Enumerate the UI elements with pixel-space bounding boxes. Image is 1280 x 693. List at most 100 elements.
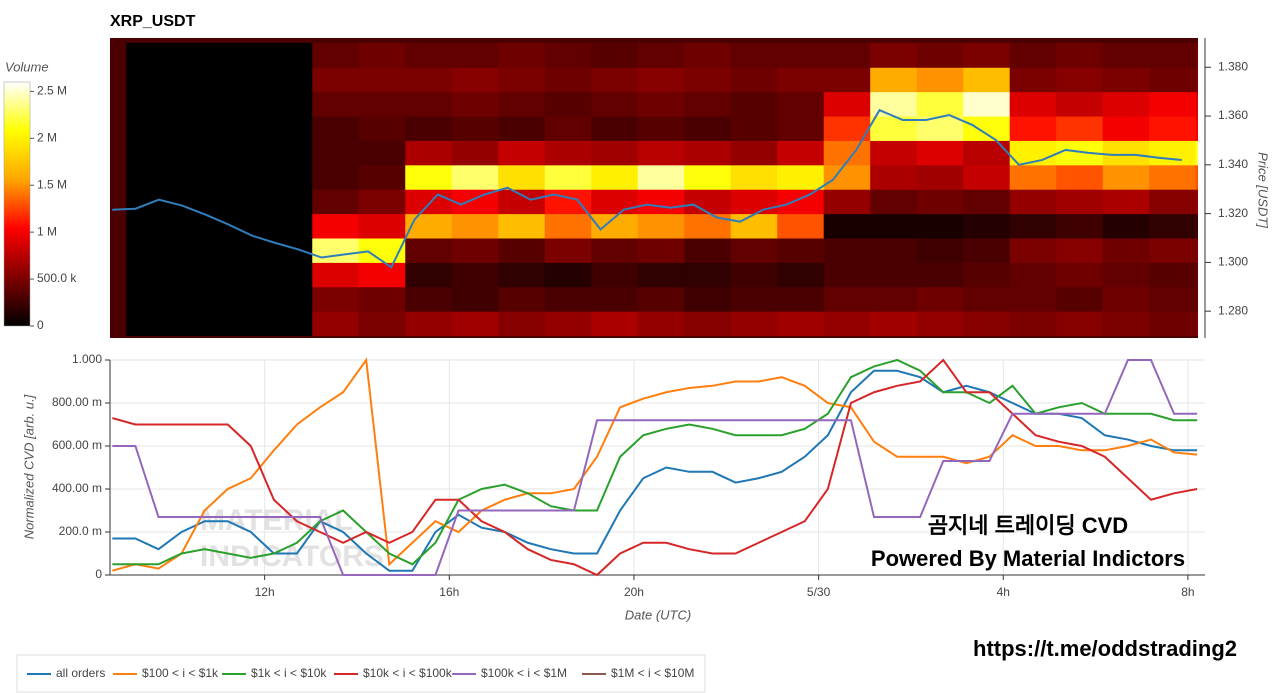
heatmap-cell: [312, 311, 360, 337]
heatmap-cell: [451, 140, 499, 166]
heatmap-cell: [1009, 238, 1057, 263]
heatmap-cell: [777, 286, 825, 312]
heatmap-cell: [498, 311, 546, 337]
heatmap-cell: [684, 311, 732, 337]
heatmap-cell: [265, 140, 313, 166]
heatmap-cell: [870, 262, 918, 288]
heatmap-cell: [1149, 140, 1197, 166]
x-tick-label: 8h: [1181, 585, 1194, 599]
heatmap-cell: [1149, 164, 1197, 190]
heatmap-cell: [358, 213, 406, 239]
heatmap-cell: [777, 238, 825, 263]
heatmap-cell: [591, 91, 639, 117]
heatmap-cell: [358, 116, 406, 141]
heatmap-cell: [126, 164, 174, 190]
heatmap-cell: [312, 286, 360, 312]
y-tick-label: 400.00 m: [52, 481, 102, 495]
heatmap-cell: [1149, 91, 1197, 117]
heatmap-cell: [172, 286, 220, 312]
heatmap-cell: [963, 91, 1011, 117]
heatmap-cell: [126, 238, 174, 263]
heatmap-cell: [544, 213, 592, 239]
heatmap-cell: [823, 67, 871, 93]
heatmap-cell: [126, 311, 174, 337]
heatmap-cell: [823, 213, 871, 239]
heatmap-cell: [1149, 213, 1197, 239]
annotation: https://t.me/oddstrading2: [973, 636, 1237, 661]
heatmap-cell: [591, 140, 639, 166]
heatmap-cell: [219, 311, 267, 337]
heatmap-cell: [265, 286, 313, 312]
heatmap-cell: [777, 116, 825, 141]
series-line: [112, 369, 1198, 572]
heatmap-cell: [684, 238, 732, 263]
heatmap-cell: [1149, 42, 1197, 68]
heatmap-cell: [637, 238, 685, 263]
colorbar-title: Volume: [5, 59, 49, 74]
heatmap-cell: [405, 42, 453, 68]
heatmap-cell: [219, 238, 267, 263]
y-tick-label: 1.320: [1218, 206, 1248, 220]
heatmap-cell: [591, 42, 639, 68]
heatmap-plot: [110, 38, 1198, 338]
heatmap-cell: [916, 286, 964, 312]
heatmap-cell: [963, 42, 1011, 68]
heatmap-cell: [963, 286, 1011, 312]
heatmap-cell: [544, 91, 592, 117]
heatmap-cell: [1195, 42, 1198, 68]
heatmap-cell: [1056, 67, 1104, 93]
heatmap-cell: [963, 238, 1011, 263]
heatmap-cell: [916, 238, 964, 263]
heatmap-cell: [172, 311, 220, 337]
heatmap-cell: [451, 311, 499, 337]
heatmap-cell: [405, 91, 453, 117]
heatmap-cell: [405, 140, 453, 166]
heatmap-cell: [544, 238, 592, 263]
x-tick-label: 12h: [255, 585, 275, 599]
x-tick-label: 5/30: [807, 585, 831, 599]
heatmap-cell: [870, 286, 918, 312]
heatmap-cell: [730, 262, 778, 288]
heatmap-cell: [1102, 262, 1150, 288]
heatmap-cell: [1149, 286, 1197, 312]
heatmap-cell: [544, 116, 592, 141]
heatmap-cell: [312, 262, 360, 288]
colorbar-tick-label: 2.5 M: [37, 84, 67, 98]
heatmap-cell: [498, 189, 546, 215]
heatmap-cell: [265, 91, 313, 117]
series-line: [112, 358, 1198, 566]
heatmap-cell: [219, 262, 267, 288]
annotation: 곰지네 트레이딩 CVD: [928, 513, 1128, 538]
heatmap-cell: [1102, 286, 1150, 312]
heatmap-cell: [870, 42, 918, 68]
heatmap-cell: [684, 213, 732, 239]
heatmap-cell: [358, 164, 406, 190]
heatmap-cell: [405, 286, 453, 312]
heatmap-cell: [219, 116, 267, 141]
heatmap-cell: [684, 42, 732, 68]
heatmap-cell: [823, 311, 871, 337]
y-axis-title: Price [USDT]: [1256, 152, 1271, 228]
heatmap-cell: [498, 238, 546, 263]
heatmap-cell: [823, 286, 871, 312]
heatmap-cell: [265, 42, 313, 68]
colorbar-tick-label: 1 M: [37, 224, 57, 238]
heatmap-cell: [219, 42, 267, 68]
heatmap-cell: [1195, 238, 1198, 263]
heatmap-cell: [1009, 262, 1057, 288]
heatmap-cell: [730, 67, 778, 93]
heatmap-cell: [1056, 116, 1104, 141]
heatmap-cell: [1056, 164, 1104, 190]
heatmap-cell: [1149, 262, 1197, 288]
heatmap-cell: [730, 286, 778, 312]
heatmap-cell: [498, 91, 546, 117]
heatmap-cell: [637, 91, 685, 117]
heatmap-cell: [1009, 42, 1057, 68]
heatmap-cell: [219, 91, 267, 117]
heatmap-cell: [1056, 213, 1104, 239]
heatmap-cell: [405, 116, 453, 141]
heatmap-cell: [451, 238, 499, 263]
heatmap-cell: [126, 213, 174, 239]
heatmap-cell: [312, 238, 360, 263]
